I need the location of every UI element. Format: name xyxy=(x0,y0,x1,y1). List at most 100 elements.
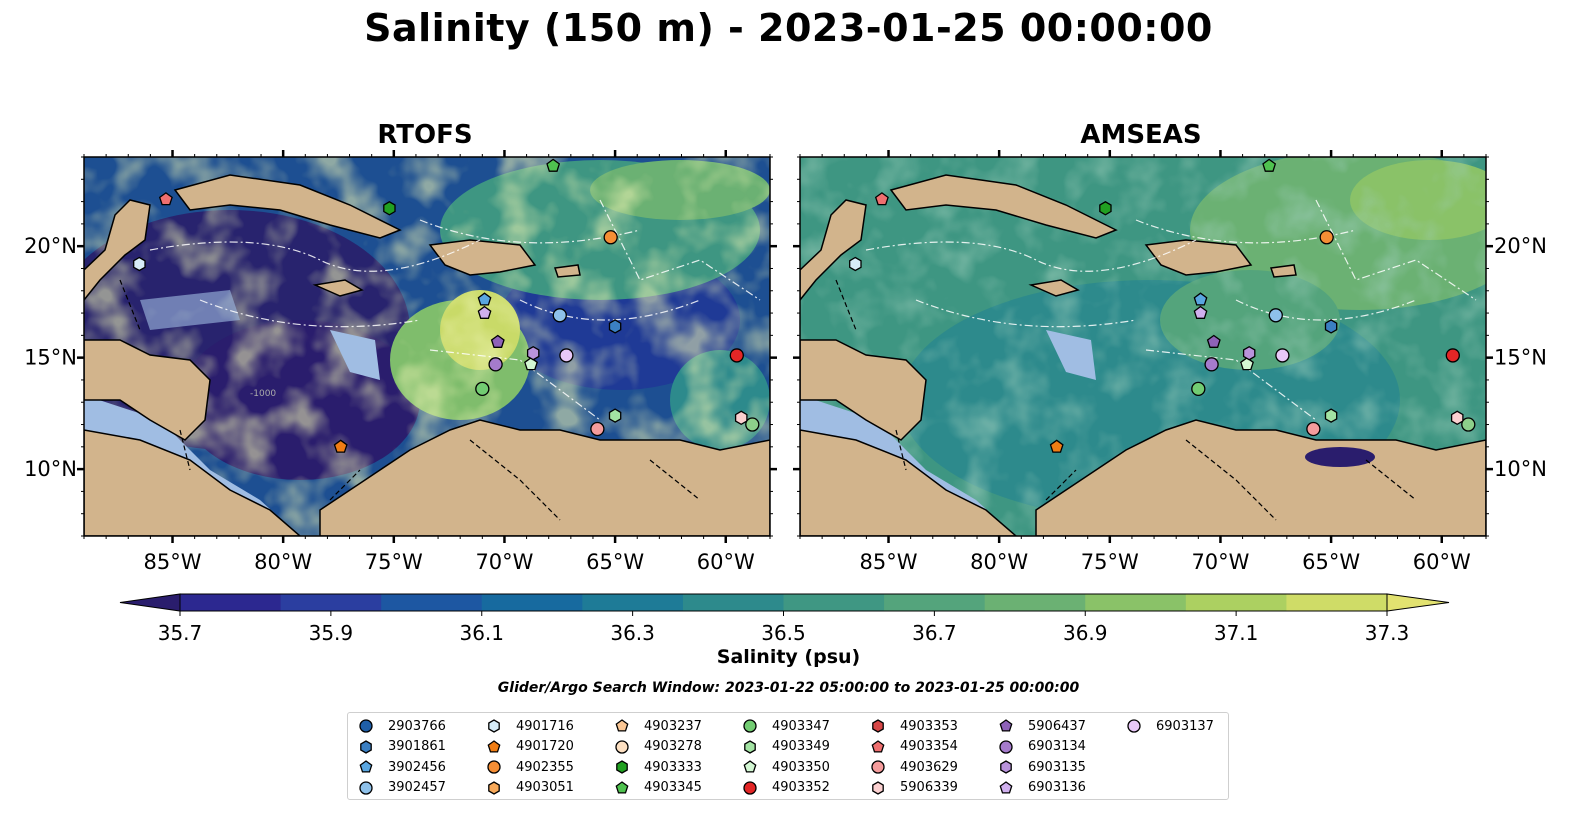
legend-item-2903766: 2903766 xyxy=(356,716,446,736)
hexagon-icon xyxy=(872,780,884,795)
pentagon-icon xyxy=(615,719,629,732)
legend-item-label: 6903135 xyxy=(1028,759,1086,775)
legend-item-label: 5906437 xyxy=(1028,718,1086,734)
legend-item-label: 4903354 xyxy=(900,739,958,754)
platform-marker-6903135 xyxy=(526,345,540,361)
colorbar-tick-label: 37.1 xyxy=(1214,621,1259,645)
hexagon-icon xyxy=(872,719,884,733)
colorbar-tick-label: 36.9 xyxy=(1063,621,1108,645)
legend-item-6903137: 6903137 xyxy=(1124,716,1214,736)
legend-item-label: 6903136 xyxy=(1028,780,1086,795)
platform-marker-4903352 xyxy=(1445,348,1460,363)
platform-marker-4903354 xyxy=(158,192,173,206)
pentagon-icon xyxy=(999,719,1013,732)
circle-icon xyxy=(359,719,373,733)
platform-marker-4903629 xyxy=(590,421,605,437)
colorbar-max-extend xyxy=(1386,593,1450,612)
legend-item-label: 4903629 xyxy=(900,759,958,775)
legend-item-4901720: 4901720 xyxy=(484,737,574,757)
platform-marker-6903136 xyxy=(477,305,492,319)
platform-marker-4903629 xyxy=(1306,421,1321,437)
pentagon-icon xyxy=(743,760,757,773)
colorbar-tick-label: 36.1 xyxy=(459,621,504,645)
legend-item-3901861: 3901861 xyxy=(356,737,446,757)
amseas-map xyxy=(800,157,1486,536)
platform-marker-6903134 xyxy=(1204,357,1219,372)
pentagon-marker-icon xyxy=(359,760,373,773)
pentagon-marker-icon xyxy=(999,719,1013,732)
platform-marker-4903349 xyxy=(608,408,622,423)
legend-item-label: 4901716 xyxy=(516,718,574,734)
platform-markers xyxy=(133,158,1476,453)
hexagon-icon xyxy=(488,780,500,795)
platform-marker-4901720 xyxy=(333,439,348,453)
legend-item-4901716: 4901716 xyxy=(484,716,574,736)
platform-marker-4903354 xyxy=(874,192,889,206)
platform-marker-4902355 xyxy=(603,230,618,245)
colorbar-bin xyxy=(481,594,583,611)
pentagon-marker-icon xyxy=(871,739,885,753)
figure-title: Salinity (150 m) - 2023-01-25 00:00:00 xyxy=(364,6,1213,50)
colorbar-bin xyxy=(180,594,282,611)
colorbar: 35.7 35.9 36.1 36.3 36.5 36.7 36.9 37.1 37.3 xyxy=(119,593,1450,645)
platform-marker-4903349 xyxy=(1324,408,1338,423)
colorbar-bin xyxy=(381,594,483,611)
platform-marker-6903135 xyxy=(1242,345,1256,361)
legend-item-6903136: 6903136 xyxy=(996,778,1086,798)
hexagon-icon xyxy=(488,719,500,733)
hexagon-marker-icon xyxy=(1000,760,1012,774)
legend-item-label: 4903051 xyxy=(516,780,574,795)
colorbar-bin xyxy=(884,594,986,611)
platform-marker-4901716 xyxy=(849,256,862,272)
circle-icon xyxy=(743,719,757,733)
lon-tick-label: 75°W xyxy=(365,550,423,574)
lat-tick-label: 15°N xyxy=(1494,346,1547,370)
circle-icon xyxy=(615,739,629,754)
colorbar-bin xyxy=(1286,594,1388,611)
legend-item-label: 4901720 xyxy=(516,739,574,754)
colorbar-bin xyxy=(984,594,1086,611)
hexagon-icon xyxy=(616,760,628,774)
circle-marker-icon xyxy=(871,760,885,774)
legend-item-label: 4903237 xyxy=(644,718,702,734)
legend-item-4903353: 4903353 xyxy=(868,716,958,736)
lon-tick-label: 85°W xyxy=(860,550,918,574)
pentagon-icon xyxy=(359,760,373,773)
circle-marker-icon xyxy=(1127,719,1141,733)
platform-marker-4903345 xyxy=(1262,158,1277,172)
platform-marker-4901716 xyxy=(133,256,146,272)
legend-item-label: 2903766 xyxy=(388,718,446,734)
map-axes: 85°W 80°W 75°W 70°W 65°W 60°W 10°N 15°N 20°N 85°W… xyxy=(24,150,1547,574)
pentagon-marker-icon xyxy=(743,760,757,773)
pentagon-icon xyxy=(615,780,629,794)
platform-marker-5906339 xyxy=(1450,410,1464,426)
legend-item-label: 4903350 xyxy=(772,759,830,775)
hexagon-icon xyxy=(744,739,756,754)
legend-item-label: 5906339 xyxy=(900,780,958,795)
legend-item-3902456: 3902456 xyxy=(356,757,446,777)
legend-item-label: 6903134 xyxy=(1028,739,1086,754)
legend-item-label: 4903345 xyxy=(644,780,702,795)
pentagon-marker-icon xyxy=(999,780,1013,794)
legend-item-5906437: 5906437 xyxy=(996,716,1086,736)
pentagon-icon xyxy=(999,780,1013,794)
hexagon-icon xyxy=(360,739,372,754)
circle-marker-icon xyxy=(743,780,757,795)
platform-marker-3902456 xyxy=(477,292,492,306)
platform-marker-5906339 xyxy=(734,410,748,426)
panel-title-rtofs: RTOFS xyxy=(377,120,473,150)
legend-item-4902355: 4902355 xyxy=(484,757,574,777)
lon-tick-label: 70°W xyxy=(475,550,533,574)
legend-item-4903237: 4903237 xyxy=(612,716,702,736)
legend-item-4903333: 4903333 xyxy=(612,757,702,777)
platform-marker-3901861 xyxy=(608,319,622,334)
legend-item-4903345: 4903345 xyxy=(612,778,702,798)
hexagon-marker-icon xyxy=(360,739,372,754)
legend-item-4903278: 4903278 xyxy=(612,737,702,757)
platform-marker-4903352 xyxy=(729,348,744,363)
circle-icon xyxy=(1127,719,1141,733)
circle-marker-icon xyxy=(743,719,757,733)
legend-item-4903350: 4903350 xyxy=(740,757,830,777)
platform-marker-4901720 xyxy=(1049,439,1064,453)
